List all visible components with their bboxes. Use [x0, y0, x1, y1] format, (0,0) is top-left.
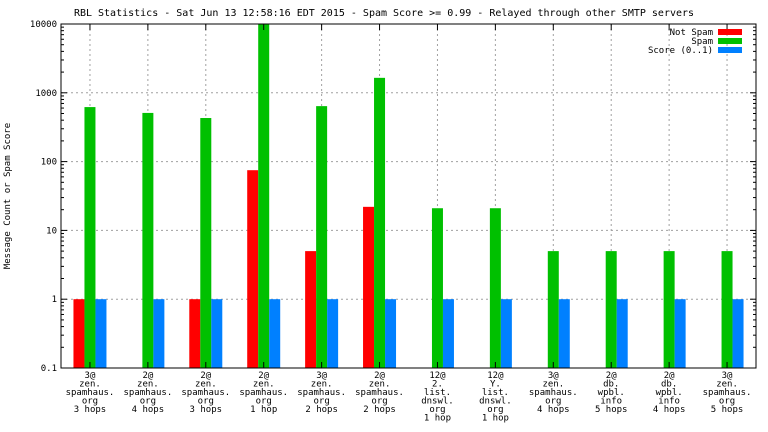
- y-tick-label: 10000: [30, 20, 57, 30]
- legend-swatch: [718, 47, 742, 53]
- y-axis-ticks: 0.1 1 10 100 1000 10000: [30, 20, 756, 374]
- x-tick-label: 3@ zen. spamhaus. org 3 hops: [66, 371, 115, 415]
- x-tick-label: 12@ Y. list. dnswl. org 1 hop: [479, 371, 512, 424]
- bar-spam: [142, 112, 154, 368]
- bar-not-spam: [363, 206, 375, 368]
- bar-score-0-1: [153, 299, 165, 368]
- x-tick-label: 12@ 2. list. dnswl. org 1 hop: [421, 371, 454, 424]
- bar-not-spam: [73, 299, 85, 368]
- y-tick-label: 0.1: [41, 364, 57, 374]
- x-tick-label: 2@ zen. spamhaus. org 4 hops: [123, 371, 172, 415]
- bar-score-0-1: [616, 299, 628, 368]
- y-tick-label: 1000: [35, 89, 57, 99]
- y-tick-label: 100: [41, 158, 57, 168]
- x-tick-label: 2@ db. wpbl. info 4 hops: [653, 371, 686, 415]
- x-tick-label: 3@ zen. spamhaus. org 4 hops: [529, 371, 578, 415]
- legend-swatch: [718, 29, 742, 35]
- x-tick-label: 3@ zen. spamhaus. org 2 hops: [297, 371, 346, 415]
- bar-score-0-1: [558, 299, 570, 368]
- grid-lines: [61, 24, 756, 368]
- y-tick-label: 1: [52, 295, 57, 305]
- bar-spam: [316, 106, 328, 368]
- x-tick-label: 2@ db. wpbl. info 5 hops: [595, 371, 628, 415]
- bar-spam: [547, 251, 559, 368]
- plot-frame: [60, 23, 757, 369]
- bar-spam: [374, 77, 386, 369]
- bar-score-0-1: [442, 299, 454, 368]
- legend-label: Score (0..1): [648, 46, 713, 56]
- bar-score-0-1: [269, 299, 281, 368]
- bar-score-0-1: [674, 299, 686, 368]
- bar-spam: [431, 208, 443, 368]
- x-tick-label: 2@ zen. spamhaus. org 1 hop: [239, 371, 288, 415]
- bar-spam: [489, 208, 501, 368]
- bar-score-0-1: [732, 299, 744, 368]
- y-tick-label: 10: [46, 226, 57, 236]
- bar-score-0-1: [327, 299, 339, 368]
- legend-swatch: [718, 38, 742, 44]
- y-axis-label: Message Count or Spam Score: [3, 123, 13, 269]
- bar-not-spam: [189, 299, 201, 368]
- x-tick-label: 2@ zen. spamhaus. org 3 hops: [181, 371, 230, 415]
- bar-spam: [258, 24, 270, 368]
- legend-label: Spam: [691, 37, 713, 47]
- x-tick-label: 3@ zen. spamhaus. org 5 hops: [703, 371, 752, 415]
- bar-spam: [663, 251, 675, 368]
- bar-not-spam: [247, 170, 259, 368]
- chart-title: RBL Statistics - Sat Jun 13 12:58:16 EDT…: [74, 8, 694, 19]
- bar-score-0-1: [385, 299, 397, 368]
- bars: [73, 24, 744, 369]
- bar-not-spam: [305, 251, 317, 368]
- bar-score-0-1: [500, 299, 512, 368]
- bar-spam: [200, 118, 212, 369]
- bar-score-0-1: [211, 299, 223, 368]
- bar-spam: [605, 251, 617, 368]
- x-tick-label: 2@ zen. spamhaus. org 2 hops: [355, 371, 404, 415]
- legend-label: Not Spam: [670, 28, 713, 38]
- bar-score-0-1: [95, 299, 107, 368]
- bar-spam: [721, 251, 733, 368]
- bar-spam: [84, 107, 96, 369]
